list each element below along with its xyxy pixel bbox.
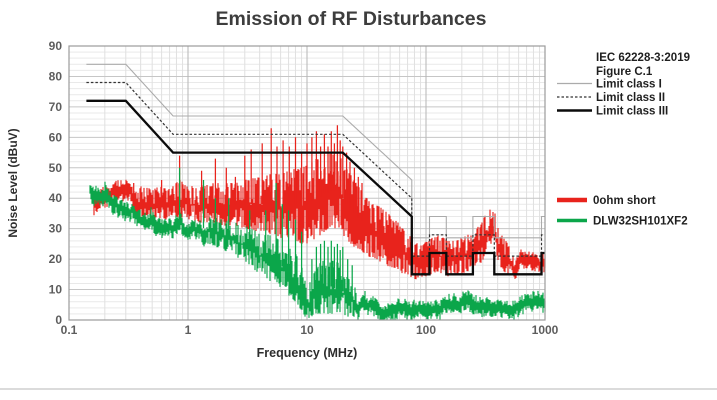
x-tick-label: 1000 bbox=[532, 323, 559, 337]
legend-limit-label: Limit class III bbox=[596, 106, 668, 118]
legend-trace-label-0ohm-short: 0ohm short bbox=[593, 195, 656, 207]
y-tick-label: 90 bbox=[49, 39, 63, 53]
bottom-divider bbox=[0, 388, 717, 390]
trace-dlw32sh101xf2-spikes bbox=[178, 167, 353, 301]
y-axis-title: Noise Level (dBuV) bbox=[6, 128, 20, 237]
trace-0ohm-short-spikes bbox=[133, 125, 363, 222]
y-tick-label: 50 bbox=[49, 161, 63, 175]
trace-0ohm-short bbox=[93, 153, 546, 280]
legend-limit-label: Limit class I bbox=[596, 79, 662, 91]
y-tick-label: 60 bbox=[49, 130, 63, 144]
limit-class-ii-line bbox=[86, 81, 545, 257]
legend-standard-name: IEC 62228-3:2019 bbox=[596, 52, 690, 64]
limit-class-i-line bbox=[86, 63, 545, 239]
limit-class-iii-line bbox=[86, 99, 545, 276]
legend-limit-label: Limit class II bbox=[596, 92, 665, 104]
x-tick-label: 0.1 bbox=[61, 323, 78, 337]
y-tick-label: 10 bbox=[49, 283, 63, 297]
y-tick-label: 20 bbox=[49, 252, 63, 266]
x-tick-label: 100 bbox=[416, 323, 436, 337]
chart-title: Emission of RF Disturbances bbox=[216, 8, 487, 30]
y-tick-label: 40 bbox=[49, 191, 63, 205]
x-tick-label: 10 bbox=[300, 323, 314, 337]
y-tick-label: 80 bbox=[49, 69, 63, 83]
legend-figure-ref: Figure C.1 bbox=[596, 66, 653, 78]
y-tick-label: 0 bbox=[55, 313, 62, 327]
plot-border bbox=[68, 45, 546, 321]
x-axis-title: Frequency (MHz) bbox=[257, 346, 358, 360]
legend-trace-label-dlw32sh101xf2: DLW32SH101XF2 bbox=[593, 216, 688, 228]
y-tick-label: 70 bbox=[49, 100, 63, 114]
y-tick-label: 30 bbox=[49, 222, 63, 236]
trace-dlw32sh101xf2 bbox=[89, 181, 546, 320]
x-tick-label: 1 bbox=[185, 323, 192, 337]
